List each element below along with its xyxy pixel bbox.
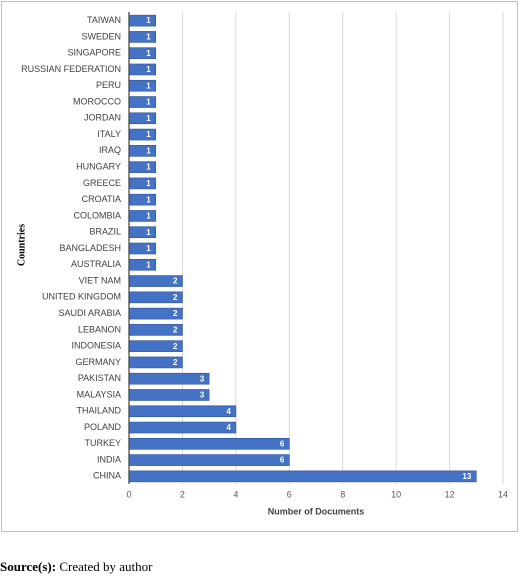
y-tick-label: GERMANY [75,357,121,367]
y-tick-label: INDONESIA [71,341,121,351]
y-tick-label: SAUDI ARABIA [58,308,121,318]
y-tick-label: COLOMBIA [73,210,121,220]
value-label: 1 [146,130,151,139]
bar [128,112,157,125]
value-label: 1 [146,16,151,25]
value-label: 2 [173,293,178,302]
value-label: 2 [173,342,178,351]
bar [128,193,157,206]
value-label: 2 [173,309,178,318]
y-tick-label: ITALY [97,129,121,139]
bar [128,177,157,190]
y-tick-label: MALAYSIA [77,389,121,399]
value-label: 1 [146,33,151,42]
y-tick-label: GREECE [83,178,121,188]
x-tick-label: 8 [340,489,345,499]
bar [128,96,157,108]
bar [128,421,237,434]
value-label: 1 [146,212,151,221]
bar [128,389,210,401]
bar [128,210,157,222]
y-tick-label: RUSSIAN FEDERATION [21,64,121,74]
y-tick-label: POLAND [84,422,122,432]
y-tick-label: SINGAPORE [67,48,121,58]
value-label: 1 [146,98,151,107]
y-tick-label: BRAZIL [89,227,121,237]
y-tick-label: TURKEY [84,438,121,448]
value-label: 1 [146,65,151,74]
value-label: 1 [146,81,151,90]
caption-text: Created by author [59,559,153,574]
bar [128,128,157,141]
x-axis-title: Number of Documents [268,506,365,516]
value-label: 1 [146,49,151,58]
y-tick-label: SWEDEN [81,31,121,41]
bar [128,145,157,157]
value-label: 1 [146,244,151,253]
value-label: 6 [280,439,285,448]
value-label: 1 [146,163,151,172]
y-tick-label: CHINA [93,471,121,481]
bar [128,372,210,385]
bar [128,258,157,271]
y-tick-label: UNITED KINGDOM [42,292,121,302]
caption: Source(s): Created by author [0,559,152,575]
x-tick-label: 2 [180,489,185,499]
value-label: 4 [226,423,231,432]
y-tick-label: LEBANON [78,324,121,334]
value-label: 1 [146,114,151,123]
bar [128,470,477,483]
value-label: 1 [146,179,151,188]
caption-label: Source(s): [0,559,57,574]
bar [128,242,157,255]
bar [128,47,157,59]
y-tick-label: IRAQ [99,145,121,155]
value-label: 1 [146,195,151,204]
y-tick-label: HUNGARY [76,161,121,171]
x-tick-label: 12 [445,489,455,499]
y-tick-label: JORDAN [84,113,121,123]
value-label: 1 [146,146,151,155]
y-tick-label: AUSTRALIA [71,259,121,269]
bar [128,79,157,92]
value-label: 2 [173,358,178,367]
value-label: 3 [200,391,205,400]
y-tick-label: BANGLADESH [59,243,121,253]
bar [128,226,157,239]
value-label: 1 [146,228,151,237]
x-tick-label: 4 [233,489,238,499]
x-tick-label: 10 [391,489,401,499]
bar [128,161,157,173]
bar [128,454,290,466]
bar [128,14,157,27]
y-tick-label: VIET NAM [79,275,121,285]
bar [128,63,157,76]
value-label: 6 [280,456,285,465]
x-tick-label: 6 [287,489,292,499]
y-tick-label: CROATIA [82,194,121,204]
y-tick-label: MOROCCO [73,96,121,106]
bar [128,438,290,450]
y-tick-label: TAIWAN [87,15,121,25]
x-tick-label: 0 [126,489,131,499]
x-tick-label: 14 [498,489,508,499]
y-axis-title: Countries [16,224,27,266]
y-tick-label: THAILAND [76,406,121,416]
y-tick-label: PAKISTAN [78,373,121,383]
value-label: 2 [173,325,178,334]
y-tick-label: PERU [96,80,121,90]
value-label: 2 [173,277,178,286]
value-label: 1 [146,260,151,269]
bar [128,405,237,418]
value-label: 3 [200,374,205,383]
y-tick-label: INDIA [97,454,121,464]
value-label: 4 [226,407,231,416]
bar [128,31,157,43]
chart: Number of Documents Countries 0 2 4 6 8 10 12 1… [1,1,518,532]
value-label: 13 [462,472,471,481]
